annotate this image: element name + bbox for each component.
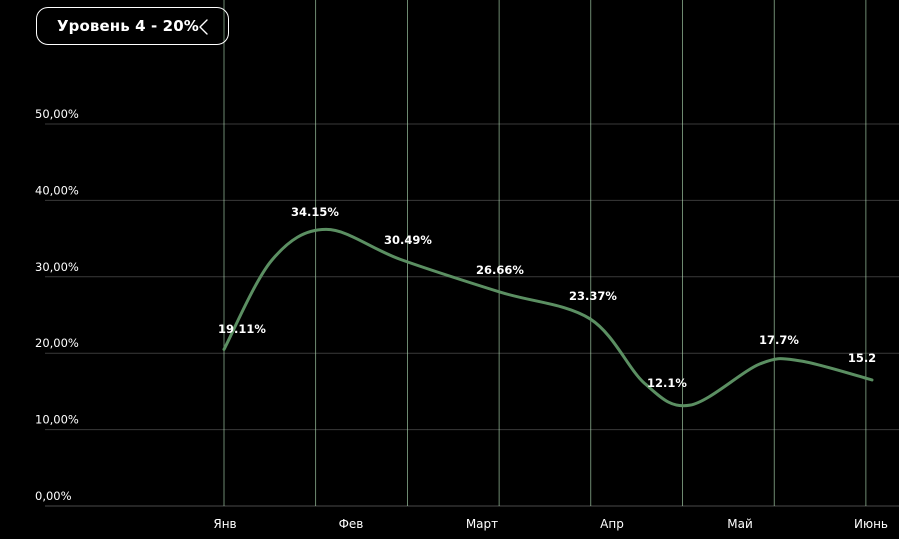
x-tick-label: Июнь [854,517,888,531]
data-label: 30.49% [384,233,432,247]
y-tick-label: 10,00% [35,413,79,427]
data-label: 17.7% [759,333,799,347]
y-tick-label: 40,00% [35,183,79,197]
data-label: 15.2 [848,351,876,365]
data-label: 23.37% [569,289,617,303]
data-label: 19.11% [218,322,266,336]
y-tick-label: 0,00% [35,489,72,503]
chevron-left-icon [198,19,210,35]
data-label: 34.15% [291,205,339,219]
x-tick-label: Март [466,517,498,531]
y-tick-label: 20,00% [35,336,79,350]
y-tick-label: 50,00% [35,107,79,121]
x-tick-label: Фев [339,517,364,531]
x-tick-label: Май [727,517,753,531]
data-label: 26.66% [476,263,524,277]
y-tick-label: 30,00% [35,260,79,274]
level-selector-button[interactable]: Уровень 4 - 20% [36,7,229,45]
series-line [222,227,874,408]
data-label: 12.1% [647,376,687,390]
x-tick-label: Апр [600,517,624,531]
level-selector-label: Уровень 4 - 20% [57,17,199,35]
x-tick-label: Янв [213,517,236,531]
